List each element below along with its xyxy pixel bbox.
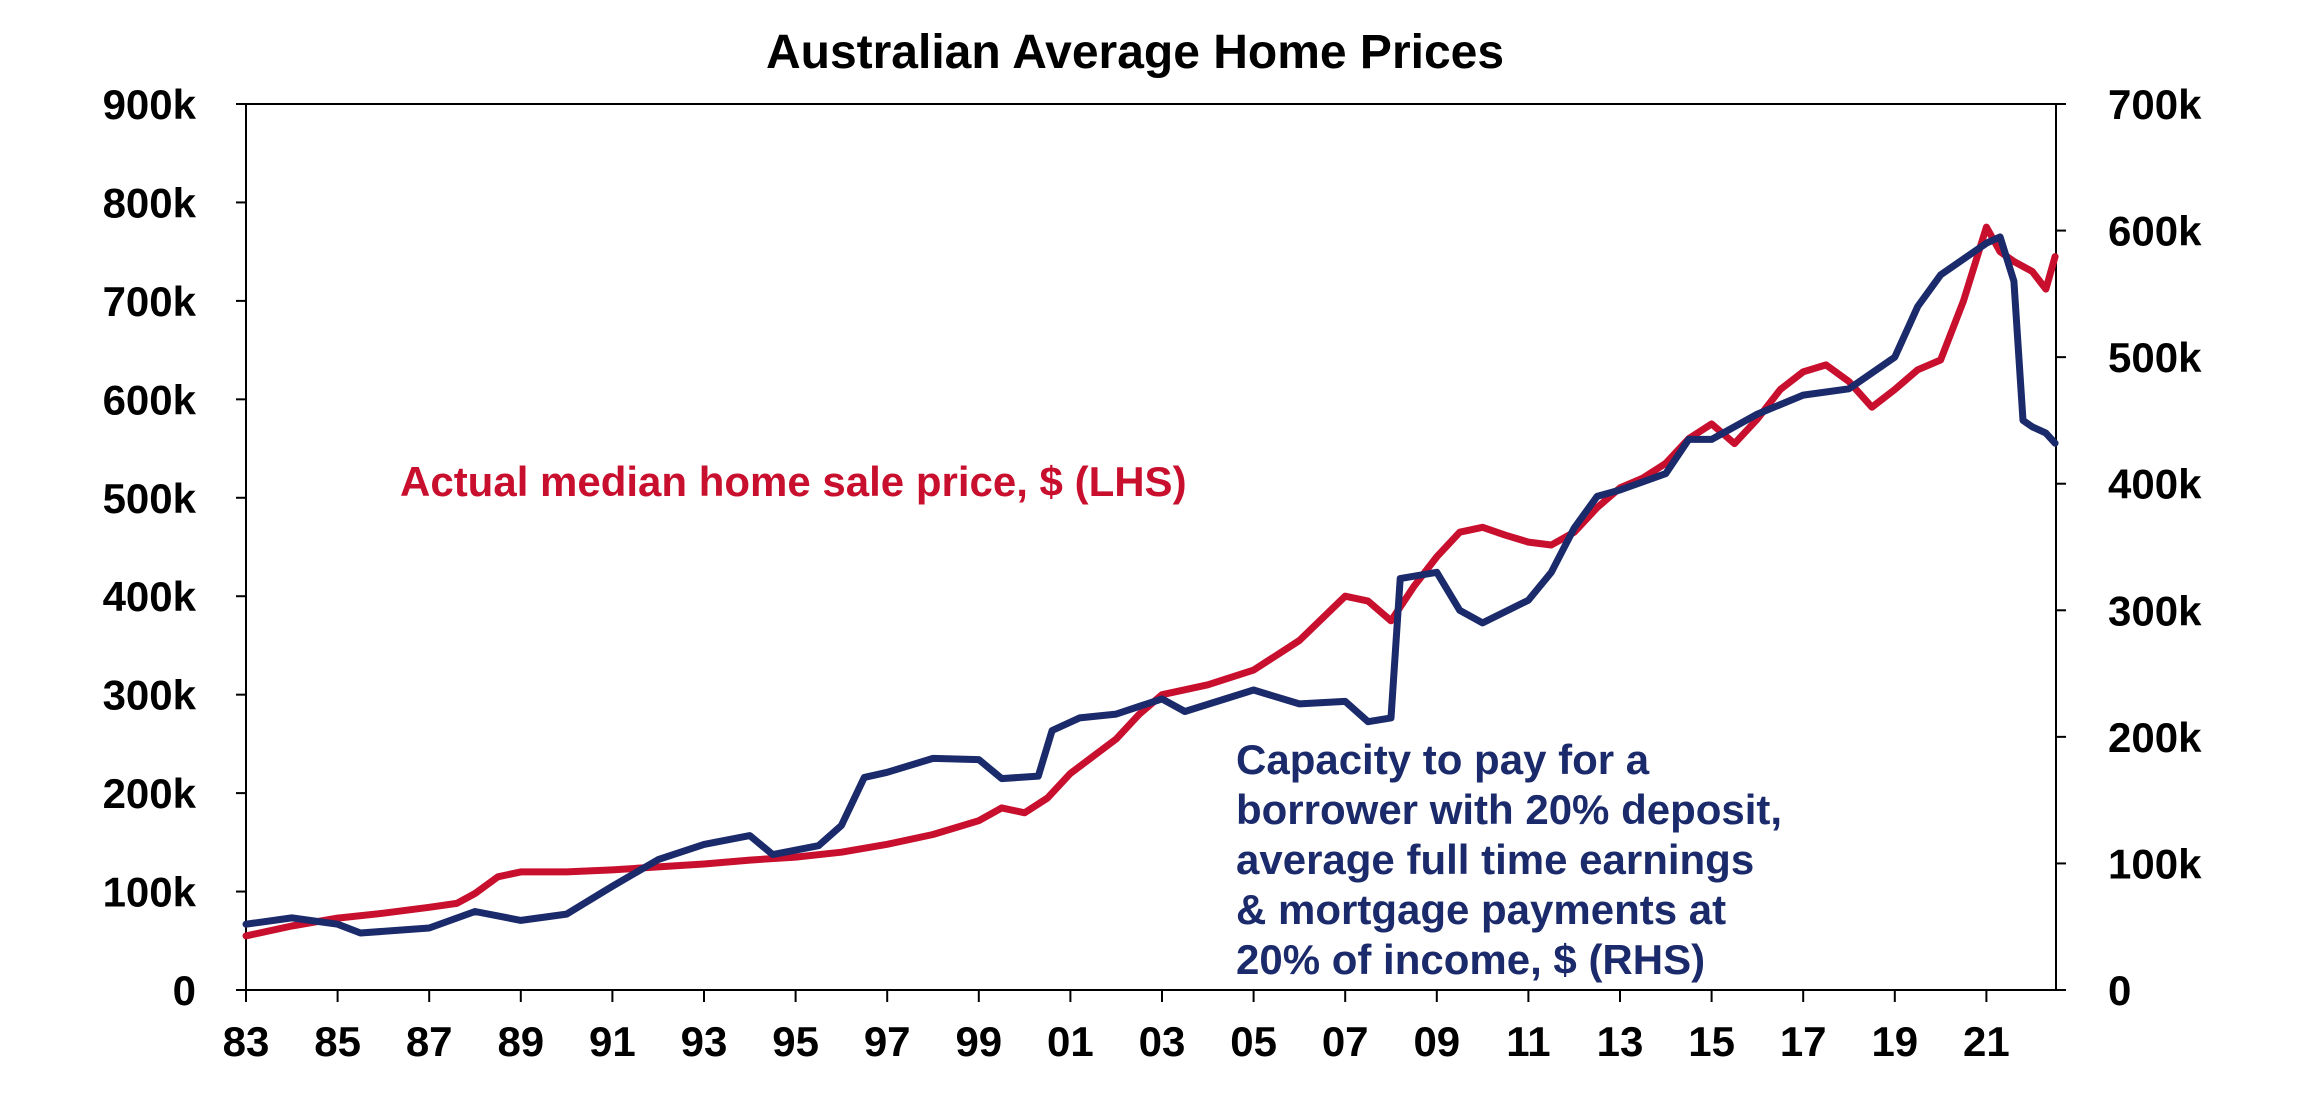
right-y-tick-label: 400k xyxy=(2108,461,2202,508)
x-tick-label: 13 xyxy=(1597,1018,1644,1065)
left-y-tick-label: 800k xyxy=(103,179,197,226)
left-y-tick-label: 200k xyxy=(103,770,197,817)
x-tick-label: 19 xyxy=(1871,1018,1918,1065)
left-y-tick-label: 700k xyxy=(103,278,197,325)
x-tick-label: 87 xyxy=(406,1018,453,1065)
right-y-tick-label: 100k xyxy=(2108,840,2202,887)
capacity-to-pay-line xyxy=(242,233,2059,937)
x-tick-label: 15 xyxy=(1688,1018,1735,1065)
x-tick-label: 89 xyxy=(497,1018,544,1065)
left-y-tick-label: 100k xyxy=(103,869,197,916)
series-layer xyxy=(242,223,2059,940)
left-y-axis: 0 100k 200k 300k 400k 500k 600k 700k 800k 900k xyxy=(103,81,246,1014)
left-y-tick-label: 900k xyxy=(103,81,197,128)
red-series-label: Actual median home sale price, $ (LHS) xyxy=(400,458,1187,505)
right-y-tick-label: 300k xyxy=(2108,587,2202,634)
x-tick-label: 99 xyxy=(955,1018,1002,1065)
x-tick-label: 97 xyxy=(864,1018,911,1065)
x-tick-label: 05 xyxy=(1230,1018,1277,1065)
right-y-axis: 0 100k 200k 300k 400k 500k 600k 700k xyxy=(2056,81,2202,1014)
x-tick-label: 91 xyxy=(589,1018,636,1065)
blue-label-line: 20% of income, $ (RHS) xyxy=(1236,936,1705,983)
right-y-tick-label: 500k xyxy=(2108,334,2202,381)
x-tick-label: 01 xyxy=(1047,1018,1094,1065)
left-y-tick-label: 300k xyxy=(103,672,197,719)
x-tick-label: 03 xyxy=(1139,1018,1186,1065)
plot-area-frame xyxy=(245,103,2057,991)
x-tick-label: 85 xyxy=(314,1018,361,1065)
x-tick-label: 21 xyxy=(1963,1018,2010,1065)
left-y-tick-label: 600k xyxy=(103,376,197,423)
x-tick-label: 83 xyxy=(223,1018,270,1065)
blue-label-line: & mortgage payments at xyxy=(1236,886,1726,933)
blue-label-line: Capacity to pay for a xyxy=(1236,736,1650,783)
x-tick-label: 11 xyxy=(1506,1018,1550,1065)
right-y-tick-label: 0 xyxy=(2108,967,2131,1014)
blue-label-line: average full time earnings xyxy=(1236,836,1754,883)
right-y-tick-label: 200k xyxy=(2108,714,2202,761)
x-tick-label: 07 xyxy=(1322,1018,1369,1065)
right-y-tick-label: 600k xyxy=(2108,208,2202,255)
blue-label-line: borrower with 20% deposit, xyxy=(1236,786,1782,833)
x-tick-label: 95 xyxy=(772,1018,819,1065)
x-tick-label: 93 xyxy=(681,1018,728,1065)
median-price-line xyxy=(242,223,2059,940)
x-tick-label: 09 xyxy=(1413,1018,1460,1065)
left-y-tick-label: 500k xyxy=(103,475,197,522)
left-y-tick-label: 400k xyxy=(103,573,197,620)
chart-title: Australian Average Home Prices xyxy=(766,26,1504,79)
left-y-tick-label: 0 xyxy=(173,967,196,1014)
x-tick-label: 17 xyxy=(1780,1018,1827,1065)
right-y-tick-label: 700k xyxy=(2108,81,2202,128)
x-axis: 83 85 87 89 91 93 95 97 99 01 03 05 07 09 11 13 15 17 19 21 xyxy=(223,990,2010,1065)
